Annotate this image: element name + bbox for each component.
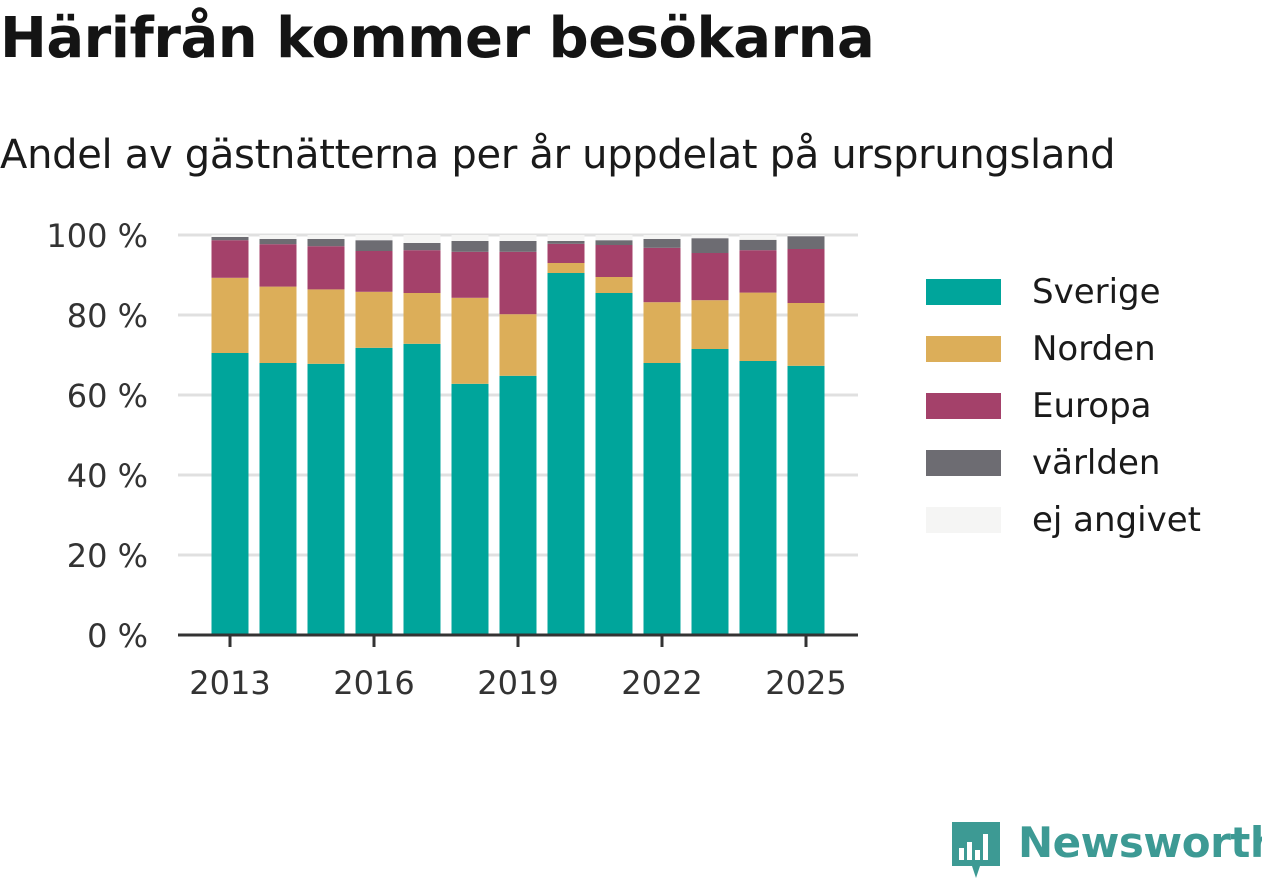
bar-segment [307, 363, 345, 635]
y-tick-label: 100 % [46, 217, 148, 255]
bar-segment [787, 236, 825, 249]
legend-swatch [926, 393, 1001, 419]
bar-segment [547, 263, 585, 273]
bar-segment [403, 235, 441, 243]
bar-segment [739, 361, 777, 635]
bar-segment [691, 300, 729, 349]
tick-labels: 0 % 20 % 40 % 60 % 80 % 100 % 2013 2016 2019 2022… [46, 217, 846, 702]
bar-segment [307, 235, 345, 239]
bars [211, 235, 825, 635]
legend-swatch [926, 507, 1001, 533]
bar-segment [547, 243, 585, 263]
bar-segment [547, 235, 585, 241]
bar-segment [259, 239, 297, 245]
bar-segment [595, 240, 633, 245]
bar-segment [595, 245, 633, 277]
bar-segment [739, 292, 777, 361]
bar-segment [499, 314, 537, 376]
bar-segment [643, 302, 681, 363]
bar-segment [211, 240, 249, 278]
bar-segment [211, 237, 249, 241]
bar-segment [451, 241, 489, 252]
bar-segment [259, 286, 297, 363]
chart-subtitle: Andel av gästnätterna per år uppdelat på… [0, 132, 1116, 178]
bar-segment [403, 243, 441, 251]
y-tick-label: 60 % [67, 377, 148, 415]
bar-segment [691, 349, 729, 635]
bar-segment [499, 241, 537, 252]
bar-segment [643, 235, 681, 239]
bar-segment [787, 235, 825, 237]
y-tick-label: 0 % [87, 617, 148, 655]
x-tick-label: 2025 [765, 664, 846, 702]
bar-segment [403, 343, 441, 635]
y-tick-label: 40 % [67, 457, 148, 495]
bar-segment [451, 235, 489, 241]
legend-label: Norden [1032, 329, 1156, 369]
x-tick-label: 2013 [189, 664, 270, 702]
legend-swatch [926, 336, 1001, 362]
bar-segment [547, 241, 585, 244]
bar-segment [259, 235, 297, 239]
legend-label: världen [1032, 443, 1161, 483]
bar-segment [307, 289, 345, 364]
bar-segment [691, 238, 729, 253]
bar-segment [355, 347, 393, 635]
bar-segment [499, 235, 537, 241]
bar-segment [259, 244, 297, 287]
bar-segment [739, 250, 777, 293]
bar-segment [787, 365, 825, 635]
bar-segment [739, 235, 777, 240]
y-tick-label: 20 % [67, 537, 148, 575]
bar-segment [691, 253, 729, 301]
legend-label: Sverige [1032, 272, 1161, 312]
bar-segment [643, 247, 681, 303]
axes [178, 633, 858, 647]
bar-segment [211, 235, 249, 237]
bar-segment [307, 246, 345, 290]
bar-segment [307, 239, 345, 247]
legend-swatch [926, 279, 1001, 305]
bar-segment [643, 239, 681, 248]
newsworthy-logo-icon [952, 822, 1000, 878]
brand-name: Newsworthy [1018, 818, 1262, 867]
y-tick-label: 80 % [67, 297, 148, 335]
bar-segment [211, 353, 249, 635]
bar-segment [595, 293, 633, 635]
bar-segment [787, 249, 825, 303]
bar-segment [355, 235, 393, 241]
bar-segment [499, 251, 537, 315]
bar-segment [451, 383, 489, 635]
bar-segment [403, 250, 441, 293]
x-tick-label: 2016 [333, 664, 414, 702]
legend-label: Europa [1032, 386, 1152, 426]
bar-segment [595, 277, 633, 293]
bar-segment [547, 273, 585, 635]
bar-segment [787, 303, 825, 366]
bar-segment [355, 240, 393, 251]
x-tick-label: 2022 [621, 664, 702, 702]
bar-segment [643, 363, 681, 635]
x-tick-label: 2019 [477, 664, 558, 702]
bar-segment [595, 235, 633, 241]
chart-title: Härifrån kommer besökarna [0, 6, 875, 71]
bar-segment [403, 293, 441, 344]
bar-segment [451, 251, 489, 298]
bar-segment [739, 239, 777, 251]
legend-swatch [926, 450, 1001, 476]
bar-segment [499, 375, 537, 635]
bar-segment [211, 277, 249, 353]
bar-segment [259, 363, 297, 635]
bar-segment [355, 251, 393, 292]
bar-segment [691, 235, 729, 239]
bar-segment [355, 291, 393, 348]
legend-label: ej angivet [1032, 500, 1201, 540]
bar-segment [451, 297, 489, 384]
